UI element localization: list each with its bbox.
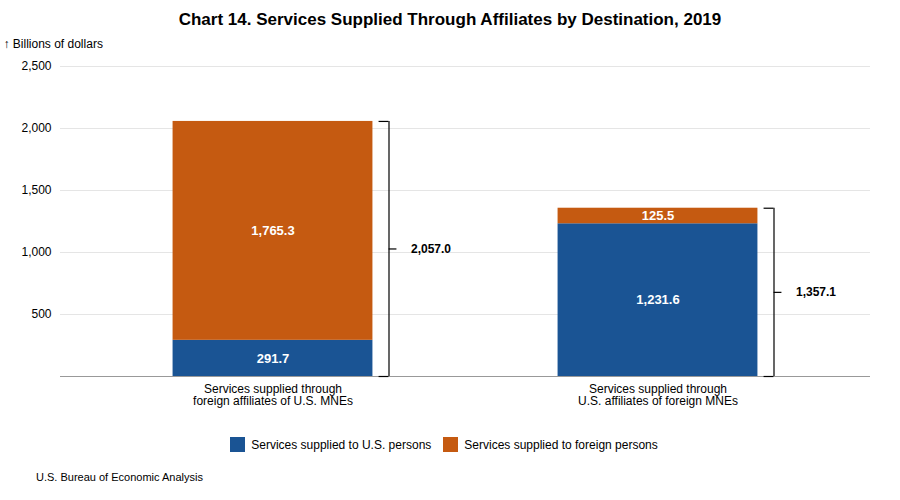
svg-text:1,000: 1,000 xyxy=(21,245,51,259)
svg-text:1,765.3: 1,765.3 xyxy=(251,223,294,238)
html-text:Chart 14. Services Supplied Th: Chart 14. Services Supplied Through Affi… xyxy=(178,10,722,29)
svg-text:291.7: 291.7 xyxy=(257,351,290,366)
html-text:U.S. Bureau of Economic Analys: U.S. Bureau of Economic Analysis xyxy=(36,471,203,483)
svg-text:1,357.1: 1,357.1 xyxy=(796,285,836,299)
svg-text:↑ Billions of dollars: ↑ Billions of dollars xyxy=(4,37,103,51)
svg-text:500: 500 xyxy=(31,307,51,321)
svg-text:2,057.0: 2,057.0 xyxy=(411,242,451,256)
svg-text:1,231.6: 1,231.6 xyxy=(636,292,679,307)
svg-text:Services supplied throughforei: Services supplied throughforeign affilia… xyxy=(193,382,353,408)
svg-text:2,000: 2,000 xyxy=(21,121,51,135)
html-text:Services supplied to U.S. pers: Services supplied to U.S. persons xyxy=(251,437,432,452)
svg-text:2,500: 2,500 xyxy=(21,59,51,73)
svg-text:125.5: 125.5 xyxy=(642,208,675,223)
html-text:Services supplied to foreign p: Services supplied to foreign persons xyxy=(464,437,658,452)
svg-text:Services supplied throughU.S.: Services supplied throughU.S. affiliates… xyxy=(578,382,738,408)
svg-text:1,500: 1,500 xyxy=(21,183,51,197)
